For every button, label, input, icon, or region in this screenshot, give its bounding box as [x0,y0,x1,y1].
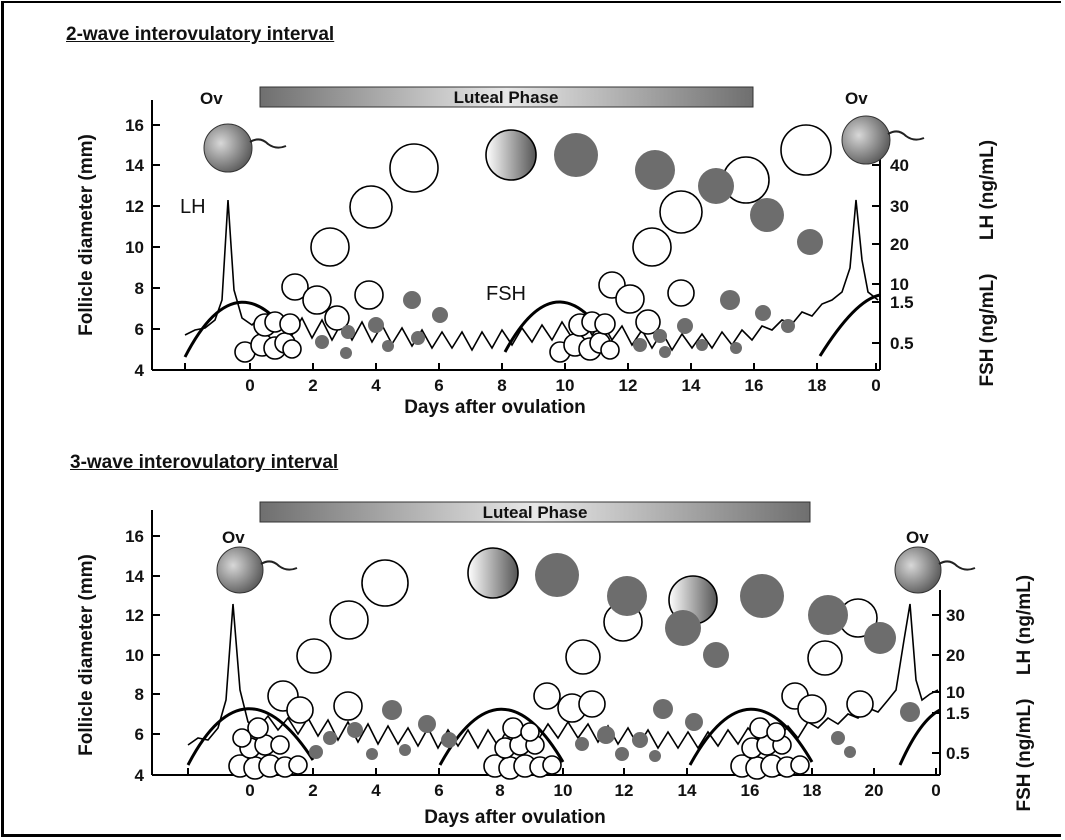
ov-label-right: Ov [906,528,929,547]
fsh-curve [688,707,814,766]
lh-axis-title: LH (ng/mL) [977,140,998,240]
fsh-tick-label: 1.5 [890,293,914,312]
fsh-tick-label: 1.5 [946,704,970,723]
x-tick-label: 16 [745,376,764,395]
y-tick-label: 8 [135,279,144,298]
lh-tick-label: 10 [890,275,909,294]
x-tick-label: 2 [308,781,317,800]
x-tick-label: 6 [434,376,443,395]
x-tick-label: 12 [615,781,634,800]
regressing-follicles [315,133,823,359]
x-axis-title: Days after ovulation [404,397,586,418]
x-tick-label: 16 [741,781,760,800]
lh-tick-label: 30 [890,197,909,216]
lh-axis-title: LH (ng/mL) [1014,575,1035,675]
y-tick-label: 12 [125,197,144,216]
y-axis-title: Follicle diameter (mm) [76,554,97,756]
x-tick-label: 2 [308,376,317,395]
follicle-wave-1 [228,559,409,780]
dominant-follicle-1 [467,547,519,599]
fsh-label: FSH [486,283,526,305]
fsh-axis-title: FSH (ng/mL) [1014,699,1035,812]
luteal-phase-bar [259,501,811,523]
ovulating-follicle-right [841,115,925,165]
x-tick-label: 6 [434,781,443,800]
lh-tick-label: 30 [946,606,965,625]
right-ticks [932,614,940,754]
ovulating-follicle-right [894,546,976,594]
x-tick-label: 0 [245,376,254,395]
right-ticks [872,164,880,344]
y-tick-label: 4 [135,361,145,380]
y-tick-label: 16 [125,527,144,546]
fsh-curve [898,708,941,766]
panel-2-title: 3-wave interovulatory interval [70,452,339,473]
x-tick-label: 12 [619,376,638,395]
lh-tick-label: 20 [890,235,909,254]
fsh-tick-label: 0.5 [890,334,914,353]
fsh-axis-title: FSH (ng/mL) [977,274,998,387]
fsh-curve [186,707,315,766]
y-tick-label: 6 [135,725,144,744]
luteal-phase-label: Luteal Phase [483,503,588,522]
panel-2: Luteal Phase 4 6 8 10 12 14 16 0 2 4 6 [76,501,1035,828]
x-tick-label: 0 [245,781,254,800]
x-axis-title: Days after ovulation [424,807,606,828]
x-tick-label: 14 [682,376,701,395]
panel-1-title: 2-wave interovulatory interval [66,24,335,45]
y-tick-label: 14 [125,567,144,586]
y-tick-label: 16 [125,116,144,135]
ov-label-left: Ov [200,89,223,108]
x-tick-label: 10 [556,376,575,395]
panel-1: Luteal Phase 4 6 8 10 12 14 16 [76,86,998,418]
y-axis-title: Follicle diameter (mm) [76,134,97,336]
y-ticks [152,535,160,776]
x-tick-label: 20 [865,781,884,800]
x-tick-label: 8 [495,781,504,800]
luteal-phase-label: Luteal Phase [454,88,559,107]
x-tick-label: 18 [808,376,827,395]
y-ticks [152,124,160,371]
lh-tick-label: 20 [946,646,965,665]
follicle-wave-2 [549,124,832,363]
x-tick-label: 14 [678,781,697,800]
y-tick-label: 4 [135,766,145,785]
follicle-wave-1 [234,143,439,363]
ovulating-follicle-left [216,546,298,594]
x-tick-label: 0 [871,376,880,395]
x-tick-label: 18 [803,781,822,800]
lh-tick-label: 10 [946,683,965,702]
y-tick-label: 12 [125,606,144,625]
lh-label: LH [180,196,206,218]
ov-label-right: Ov [845,89,868,108]
luteal-phase-bar [259,86,754,108]
x-tick-label: 4 [371,376,381,395]
y-tick-label: 8 [135,685,144,704]
dominant-follicle-1 [485,129,537,181]
x-tick-label: 8 [497,376,506,395]
y-tick-label: 10 [125,238,144,257]
fsh-tick-label: 0.5 [946,744,970,763]
y-tick-label: 10 [125,646,144,665]
follicle-wave-3 [730,598,878,780]
y-tick-label: 6 [135,320,144,339]
lh-tick-label: 40 [890,156,909,175]
x-tick-label: 0 [931,781,940,800]
ov-label-left: Ov [222,528,245,547]
fsh-curve [818,293,881,357]
x-ticks [184,363,877,370]
ovulating-follicle-left [203,123,287,173]
regressing-follicles [309,553,920,762]
x-tick-label: 10 [554,781,573,800]
y-tick-label: 14 [125,156,144,175]
x-tick-label: 4 [371,781,381,800]
